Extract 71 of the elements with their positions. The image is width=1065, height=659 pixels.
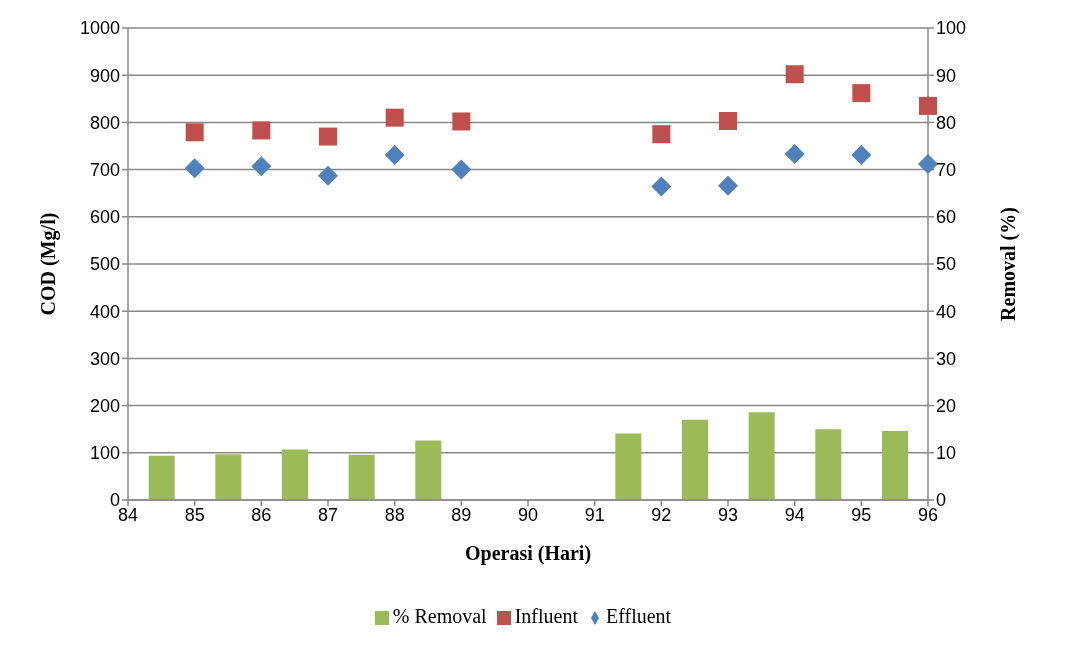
- y-tick-label: 500: [89, 254, 120, 275]
- y-tick-label: 600: [89, 207, 120, 228]
- point: [185, 123, 204, 142]
- bar: [148, 455, 175, 500]
- y2-tick-label: 10: [936, 443, 957, 464]
- legend-label: Effluent: [606, 605, 672, 627]
- y-tick-label: 900: [89, 65, 120, 86]
- y2-tick-label: 100: [936, 18, 967, 39]
- y2-tick-label: 90: [936, 65, 957, 86]
- y2-tick-label: 60: [936, 207, 957, 228]
- point: [651, 176, 672, 197]
- y-tick-label: 1000: [79, 18, 120, 39]
- y-axis-title: COD (Mg/l): [37, 212, 61, 316]
- x-tick-label: 96: [917, 504, 939, 525]
- y-tick-label: 200: [89, 395, 120, 416]
- x-tick-label: 85: [184, 504, 205, 525]
- x-tick-label: 88: [384, 504, 405, 525]
- point: [385, 108, 404, 127]
- x-axis-title: Operasi (Hari): [464, 542, 592, 565]
- bar: [748, 412, 775, 500]
- bar: [215, 454, 242, 500]
- point: [718, 175, 738, 196]
- point: [252, 121, 271, 140]
- point: [719, 111, 737, 130]
- x-tick-label: 84: [117, 504, 139, 525]
- point: [851, 144, 872, 165]
- y-tick-label: 100: [89, 443, 120, 464]
- point: [319, 127, 337, 146]
- y2-tick-label: 70: [936, 159, 957, 180]
- point: [318, 165, 338, 186]
- point: [452, 112, 471, 131]
- x-tick-label: 94: [784, 504, 805, 525]
- bar: [348, 454, 375, 500]
- bar: [282, 449, 308, 500]
- y2-tick-label: 40: [936, 301, 957, 322]
- y-tick-label: 0: [109, 490, 120, 511]
- x-tick-label: 87: [317, 504, 339, 525]
- x-tick-label: 93: [717, 504, 739, 525]
- point: [919, 96, 937, 115]
- legend-label: % Removal: [392, 605, 487, 627]
- y2-tick-label: 50: [936, 254, 957, 275]
- bar: [682, 419, 708, 500]
- y2-tick-label: 30: [936, 348, 957, 369]
- x-tick-label: 92: [651, 504, 672, 525]
- x-tick-label: 90: [517, 504, 539, 525]
- x-tick-label: 91: [584, 504, 605, 525]
- bar: [615, 433, 642, 500]
- point: [451, 159, 472, 180]
- point: [918, 153, 938, 174]
- point: [852, 84, 871, 103]
- y-tick-label: 700: [89, 159, 120, 180]
- x-tick-label: 95: [851, 504, 872, 525]
- point: [251, 156, 272, 177]
- bar: [415, 440, 442, 500]
- bar: [815, 429, 842, 500]
- x-tick-label: 89: [451, 504, 472, 525]
- point: [652, 125, 671, 144]
- y-tick-label: 300: [89, 348, 120, 369]
- y2-tick-label: 0: [936, 490, 947, 511]
- point: [184, 158, 205, 179]
- point: [784, 144, 805, 165]
- y-tick-label: 800: [89, 112, 120, 133]
- y-tick-label: 400: [89, 301, 120, 322]
- legend-label: Influent: [514, 605, 578, 627]
- bar: [882, 431, 908, 500]
- y2-tick-label: 80: [936, 112, 957, 133]
- point: [785, 65, 804, 84]
- point: [384, 144, 405, 165]
- y2-axis-title: Removal (%): [997, 207, 1021, 321]
- x-tick-label: 86: [251, 504, 272, 525]
- y2-tick-label: 20: [936, 395, 957, 416]
